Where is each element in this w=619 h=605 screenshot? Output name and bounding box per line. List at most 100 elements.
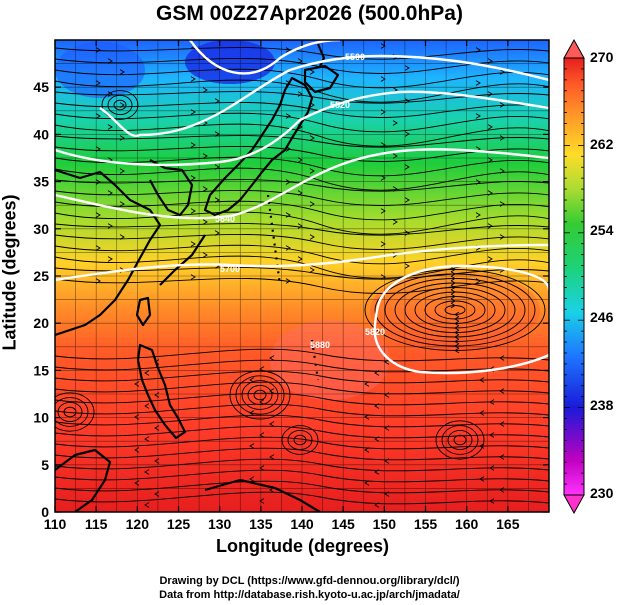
streamline	[55, 277, 549, 294]
streamline	[55, 392, 95, 432]
streamline-arrow	[297, 58, 303, 64]
streamline-arrow	[380, 76, 386, 82]
streamline-arrow	[309, 267, 315, 273]
streamline	[394, 282, 516, 338]
streamline-arrow	[475, 179, 481, 185]
streamline-arrow	[404, 65, 410, 71]
streamline-arrow	[499, 487, 505, 493]
x-tick-label: 125	[167, 516, 191, 532]
streamline-arrow	[214, 230, 220, 236]
contour-label: 5520	[330, 100, 350, 110]
streamline-arrow	[259, 465, 265, 471]
contour-labels: 5500 5520 5640 5700 5820 5880	[215, 52, 385, 350]
streamline-arrow	[144, 370, 150, 376]
streamline-arrow	[297, 223, 303, 229]
y-tick-label: 35	[33, 174, 49, 190]
streamline	[55, 135, 549, 148]
streamline-arrow	[190, 109, 196, 115]
streamline-arrow	[285, 47, 291, 53]
streamline-arrow	[285, 113, 291, 119]
x-tick-label: 160	[455, 516, 479, 532]
streamline-arrow	[475, 113, 481, 119]
streamline-arrow	[297, 157, 303, 163]
credit-data-source: Data from http://database.rish.kyoto-u.a…	[159, 589, 460, 601]
streamline	[55, 436, 549, 450]
streamline-arrow	[364, 480, 370, 486]
streamline-arrow	[309, 201, 315, 207]
streamline	[293, 434, 307, 446]
streamline-arrow	[119, 102, 125, 108]
x-tick-label: 115	[85, 516, 108, 532]
streamline-arrow	[450, 275, 456, 282]
streamline-arrow	[285, 179, 291, 185]
streamline-arrow	[489, 432, 495, 438]
streamline	[229, 370, 291, 420]
new-guinea-coastline	[204, 478, 321, 512]
streamline-arrow	[450, 280, 456, 286]
streamline-arrow	[479, 377, 485, 383]
streamline-arrow	[499, 454, 505, 460]
map-title: GSM 00Z27Apr2026 (500.0hPa)	[156, 2, 463, 25]
colorbar-label: 270	[590, 49, 614, 65]
streamline-arrow	[489, 498, 495, 504]
streamline-arrow	[380, 43, 386, 49]
streamline-arrow	[479, 443, 485, 449]
y-tick-label: 15	[33, 362, 49, 378]
streamline	[287, 429, 313, 451]
streamline	[241, 380, 279, 410]
streamline-arrow	[475, 47, 481, 53]
streamline-arrow	[259, 498, 265, 504]
y-tick-label: 20	[33, 315, 49, 331]
streamline-arrow	[119, 135, 125, 141]
streamline-arrow	[499, 234, 505, 240]
streamline	[55, 447, 549, 461]
streamline-arrow	[499, 201, 505, 207]
streamline	[55, 189, 549, 206]
streamline	[55, 491, 549, 505]
streamline-arrow	[489, 399, 495, 405]
streamline-arrow	[154, 491, 160, 497]
streamline	[384, 278, 526, 342]
streamline-arrow	[404, 197, 410, 203]
colorbar-label: 254	[590, 222, 614, 238]
contour-label: 5700	[220, 264, 240, 274]
mariana-islands	[310, 339, 320, 381]
streamline-arrow	[454, 329, 460, 336]
streamline-arrow	[249, 476, 255, 482]
streamline	[281, 425, 319, 455]
y-tick-label: 30	[33, 221, 49, 237]
x-tick-label: 145	[331, 516, 355, 532]
y-tick-label: 5	[41, 457, 49, 473]
streamline-arrow	[107, 124, 113, 130]
colorbar-bottom-arrow	[563, 494, 585, 515]
streamline-arrow	[95, 146, 101, 152]
streamline-arrow	[154, 425, 160, 431]
streamline-arrow	[285, 245, 291, 251]
streamline-arrow	[499, 421, 505, 427]
streamline	[435, 420, 485, 460]
streamline-arrow	[450, 284, 456, 291]
streamline-arrow	[309, 69, 315, 75]
streamline	[247, 384, 273, 406]
izu-bonin-islands	[266, 194, 282, 286]
streamline-arrow	[119, 201, 125, 207]
x-tick-label: 165	[496, 516, 520, 532]
streamline-arrow	[144, 403, 150, 409]
streamline	[63, 406, 77, 418]
contour-label: 5500	[345, 52, 365, 62]
streamline	[453, 434, 467, 446]
streamline	[55, 348, 549, 362]
x-tick-label: 120	[126, 516, 150, 532]
y-tick-label: 40	[33, 126, 49, 142]
y-tick-label: 10	[33, 410, 49, 426]
streamline-arrow	[119, 234, 125, 240]
x-tick-label: 110	[44, 516, 67, 532]
streamline	[55, 267, 549, 280]
streamline-arrow	[134, 381, 140, 387]
streamline-arrow	[499, 102, 505, 108]
streamline	[55, 211, 549, 235]
streamline-arrow	[380, 109, 386, 115]
colorbar: 270 262 254 246 238 230	[563, 38, 614, 515]
streamline-arrow	[309, 135, 315, 141]
taiwan-coastline	[135, 296, 152, 327]
